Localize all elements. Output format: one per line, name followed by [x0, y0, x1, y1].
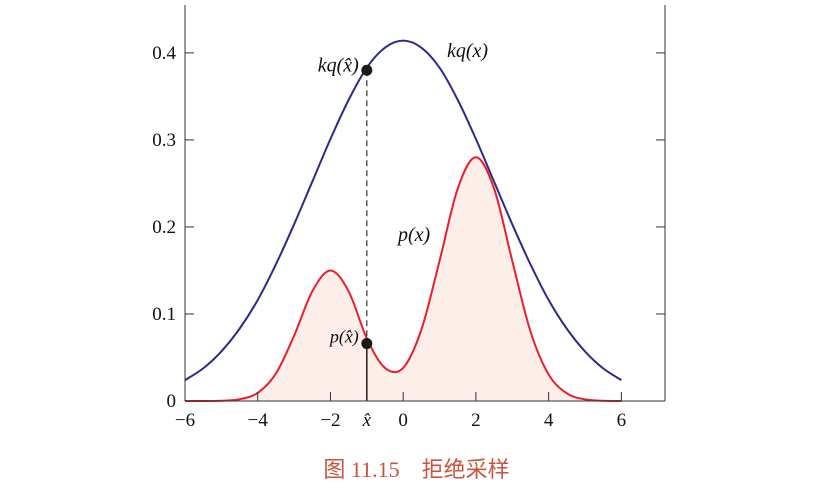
kq-xhat-label: kq(x̂) [318, 54, 359, 76]
x-tick-label: −4 [248, 410, 269, 431]
kq-series-label: kq(x) [447, 40, 488, 62]
axes: 0 0.1 0.2 0.3 0.4 −6 −4 −2 x̂ 0 2 4 6 [152, 5, 666, 431]
p-series-label: p(x) [396, 224, 431, 246]
rejection-sampling-chart: 0 0.1 0.2 0.3 0.4 −6 −4 −2 x̂ 0 2 4 6 kq(x̂) p(x̂) k… [152, 5, 666, 431]
y-tick-label: 0.4 [152, 43, 176, 64]
x-tick-label: −6 [175, 410, 195, 431]
x-tick-label: 6 [617, 410, 627, 431]
p-area-fill [185, 157, 622, 402]
p-xhat-point [361, 338, 373, 350]
p-curve [184, 156, 622, 403]
p-xhat-label: p(x̂) [328, 327, 359, 348]
x-tick-label: 2 [471, 410, 481, 431]
x-tick-label: 0 [398, 410, 408, 431]
y-tick-label: 0.2 [152, 217, 176, 238]
y-tick-label: 0.1 [152, 304, 176, 325]
x-tick-label: 4 [544, 410, 554, 431]
figure-caption: 图 11.15 拒绝采样 [323, 457, 510, 482]
kq-curve [184, 39, 622, 381]
y-tick-label: 0.3 [152, 130, 176, 151]
kq-xhat-point [361, 64, 373, 76]
x-tick-label: x̂ [362, 410, 372, 431]
x-tick-label: −2 [320, 410, 340, 431]
y-tick-label: 0 [167, 391, 177, 412]
